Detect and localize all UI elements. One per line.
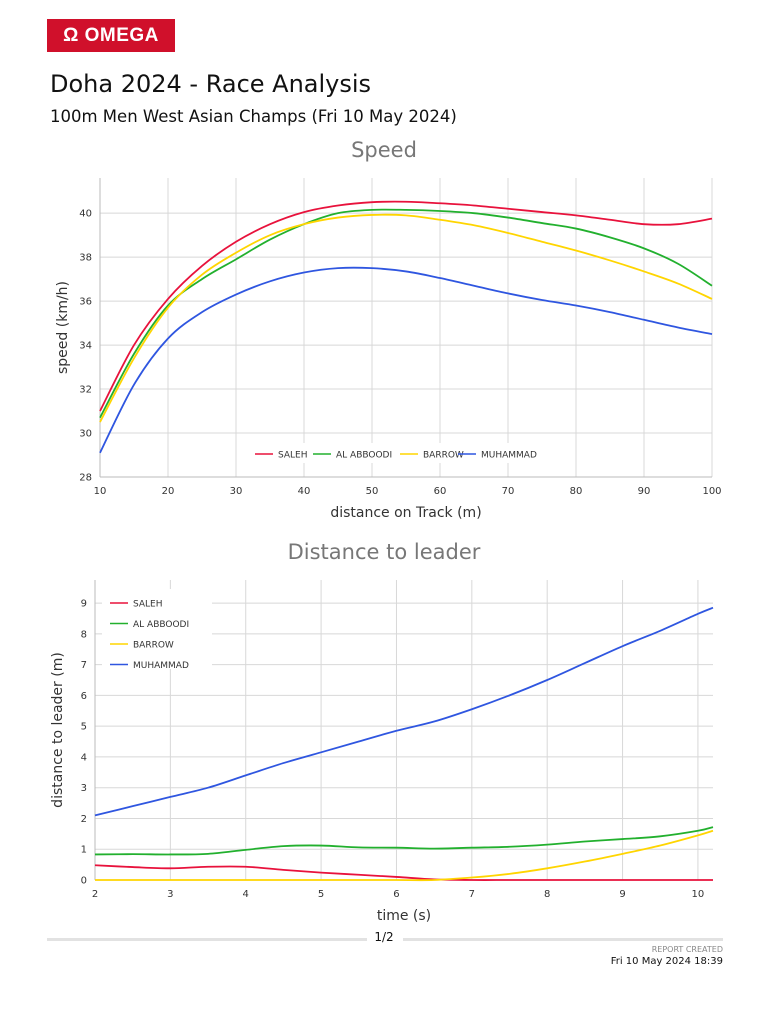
- x-axis-label: time (s): [377, 908, 431, 924]
- distance-to-leader-chart: 2 3 4 5 6 7 8 9 10 0 1 2 3 4 5 6 7 8 9 time (s) distance to …: [50, 580, 714, 924]
- y-axis-label: distance to leader (m): [50, 652, 66, 808]
- footer-divider-right: [403, 938, 723, 941]
- omega-logo: Ω OMEGA: [47, 19, 175, 52]
- x-tick-label: 3: [167, 889, 173, 900]
- y-tick-label: 6: [81, 691, 87, 702]
- series-line-barrow: [95, 829, 714, 882]
- x-tick-label: 2: [92, 889, 98, 900]
- y-tick-label: 30: [79, 429, 92, 440]
- y-tick-label: 40: [79, 209, 92, 220]
- legend-label: AL ABBOODI: [133, 620, 189, 630]
- y-tick-label: 28: [79, 473, 92, 484]
- legend-label: AL ABBOODI: [336, 451, 392, 461]
- page-title: Doha 2024 - Race Analysis: [50, 70, 372, 98]
- series-line-al-abboodi: [99, 208, 713, 419]
- y-tick-label: 9: [81, 599, 87, 610]
- y-tick-label: 38: [79, 253, 92, 264]
- x-tick-label: 100: [702, 486, 721, 497]
- x-tick-label: 10: [692, 889, 705, 900]
- speed-chart: 10 20 30 40 50 60 70 80 90 100 28 30 32 34 36 38 40 dista…: [55, 178, 722, 521]
- series-line-barrow: [99, 213, 713, 423]
- x-tick-label: 80: [570, 486, 583, 497]
- x-tick-label: 10: [94, 486, 107, 497]
- footer-divider-left: [47, 938, 367, 941]
- report-created-label: REPORT CREATED: [651, 945, 723, 954]
- x-tick-label: 60: [434, 486, 447, 497]
- x-tick-label: 6: [393, 889, 399, 900]
- page-number: 1/2: [374, 930, 394, 944]
- series-line-muhammad: [99, 266, 713, 454]
- x-tick-label: 30: [230, 486, 243, 497]
- x-tick-label: 8: [544, 889, 550, 900]
- page-subtitle: 100m Men West Asian Champs (Fri 10 May 2…: [50, 107, 457, 126]
- series-line-saleh: [99, 200, 713, 412]
- legend-label: BARROW: [423, 451, 464, 461]
- y-tick-label: 7: [81, 660, 87, 671]
- legend-label: MUHAMMAD: [481, 451, 537, 461]
- legend-background: [247, 443, 567, 463]
- series-line-saleh: [94, 864, 713, 881]
- report-created-date: Fri 10 May 2024 18:39: [610, 956, 723, 967]
- legend-label: SALEH: [133, 600, 163, 610]
- y-tick-label: 34: [79, 341, 92, 352]
- x-tick-label: 70: [502, 486, 515, 497]
- y-tick-label: 0: [81, 876, 87, 887]
- x-tick-label: 9: [619, 889, 625, 900]
- y-tick-label: 3: [81, 783, 87, 794]
- y-tick-label: 4: [81, 752, 87, 763]
- x-tick-label: 40: [298, 486, 311, 497]
- y-tick-label: 32: [79, 385, 92, 396]
- distance-chart-title: Distance to leader: [287, 540, 481, 564]
- y-tick-label: 1: [81, 845, 87, 856]
- legend-label: BARROW: [133, 641, 174, 651]
- y-tick-label: 8: [81, 629, 87, 640]
- x-tick-label: 20: [162, 486, 175, 497]
- y-tick-label: 2: [81, 814, 87, 825]
- legend-label: SALEH: [278, 451, 308, 461]
- speed-chart-title: Speed: [351, 138, 417, 162]
- x-tick-label: 90: [638, 486, 651, 497]
- x-tick-label: 50: [366, 486, 379, 497]
- x-tick-label: 5: [318, 889, 324, 900]
- y-tick-label: 5: [81, 722, 87, 733]
- x-axis-label: distance on Track (m): [330, 505, 481, 521]
- x-tick-label: 4: [243, 889, 249, 900]
- x-tick-label: 7: [469, 889, 475, 900]
- y-tick-label: 36: [79, 297, 92, 308]
- y-axis-label: speed (km/h): [55, 281, 71, 374]
- series-line-muhammad: [94, 606, 714, 817]
- series-line-al-abboodi: [94, 826, 714, 856]
- legend-label: MUHAMMAD: [133, 661, 189, 671]
